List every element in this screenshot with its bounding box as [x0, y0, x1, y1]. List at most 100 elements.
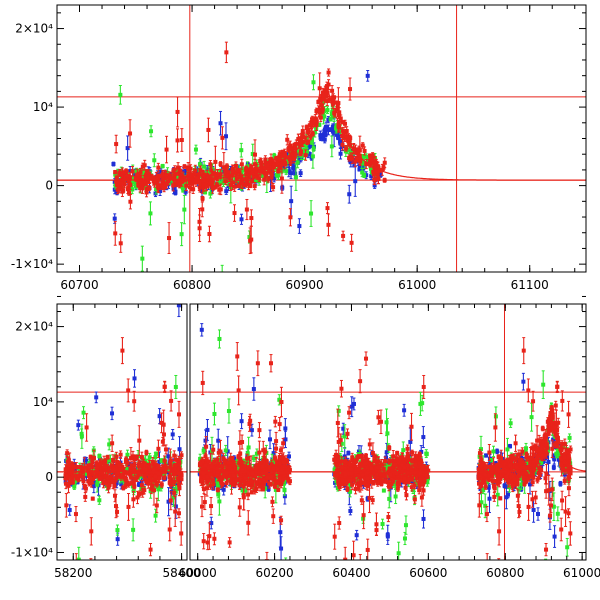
marker	[183, 172, 188, 177]
marker	[284, 169, 289, 174]
marker	[250, 152, 255, 157]
data-point	[193, 144, 198, 155]
data-point	[382, 177, 387, 183]
marker	[205, 167, 210, 172]
marker	[186, 167, 191, 172]
marker	[239, 179, 244, 184]
data-point	[365, 69, 370, 82]
marker	[197, 180, 202, 185]
data-point	[303, 149, 308, 161]
marker	[232, 184, 237, 189]
marker	[262, 177, 267, 182]
marker	[115, 190, 120, 195]
data-point	[125, 135, 130, 161]
marker	[158, 189, 163, 194]
marker	[113, 231, 118, 236]
data-point	[119, 180, 124, 187]
marker	[193, 179, 198, 184]
data-point	[325, 202, 330, 215]
data-point	[128, 194, 133, 210]
marker	[182, 164, 187, 169]
marker	[347, 192, 352, 197]
marker	[112, 280, 116, 284]
marker	[314, 109, 319, 114]
marker	[318, 133, 323, 138]
data-point	[149, 125, 154, 138]
marker	[341, 233, 346, 238]
marker	[130, 175, 135, 180]
marker	[295, 160, 300, 165]
data-point	[252, 181, 257, 191]
marker	[214, 183, 219, 188]
marker	[221, 180, 226, 185]
marker	[203, 190, 208, 195]
marker	[350, 356, 354, 360]
data-point	[331, 96, 336, 103]
marker	[197, 162, 202, 167]
marker	[278, 287, 282, 291]
marker	[326, 222, 331, 227]
data-point	[160, 163, 165, 169]
marker	[184, 183, 189, 188]
marker	[164, 182, 169, 187]
marker	[327, 97, 332, 102]
marker	[226, 184, 231, 189]
data-point	[306, 139, 311, 145]
data-point	[164, 181, 169, 187]
data-point	[286, 146, 291, 153]
data-point	[239, 158, 244, 170]
marker	[254, 177, 259, 182]
marker	[198, 168, 203, 173]
marker	[307, 152, 312, 157]
marker	[253, 152, 258, 157]
marker	[294, 141, 299, 146]
marker	[297, 224, 302, 229]
marker	[239, 217, 244, 222]
marker	[364, 154, 369, 159]
marker	[348, 154, 353, 159]
data-point	[182, 164, 187, 169]
marker	[365, 73, 370, 78]
data-point	[127, 189, 132, 196]
marker	[344, 146, 349, 151]
marker	[331, 97, 336, 102]
marker	[179, 179, 184, 184]
marker	[338, 151, 343, 156]
data-point	[118, 233, 123, 253]
data-point	[167, 222, 172, 254]
data-point	[341, 230, 346, 242]
data-point	[224, 41, 229, 64]
marker	[321, 100, 326, 105]
marker	[127, 190, 132, 195]
data-point	[326, 68, 331, 77]
marker	[356, 147, 361, 152]
marker	[239, 162, 244, 167]
marker	[311, 80, 316, 85]
marker	[311, 146, 316, 151]
marker	[266, 169, 271, 174]
marker	[277, 157, 282, 162]
marker	[348, 87, 353, 92]
marker	[144, 190, 149, 195]
marker	[132, 180, 137, 185]
marker	[322, 127, 327, 132]
marker	[175, 138, 180, 143]
marker	[164, 147, 169, 152]
data-point	[297, 218, 302, 234]
marker	[300, 129, 305, 134]
top-x-tick-label: 60900	[286, 278, 324, 292]
data-point	[370, 152, 375, 159]
marker	[324, 84, 329, 89]
marker	[336, 135, 341, 140]
top-x-tick-label: 60700	[60, 278, 98, 292]
marker	[266, 177, 271, 182]
data-point	[175, 128, 180, 153]
marker	[289, 199, 294, 204]
marker	[112, 187, 117, 192]
marker	[164, 172, 169, 177]
marker	[272, 153, 277, 158]
marker	[288, 215, 293, 220]
marker	[113, 170, 118, 175]
marker	[111, 162, 116, 167]
data-point	[143, 172, 148, 180]
